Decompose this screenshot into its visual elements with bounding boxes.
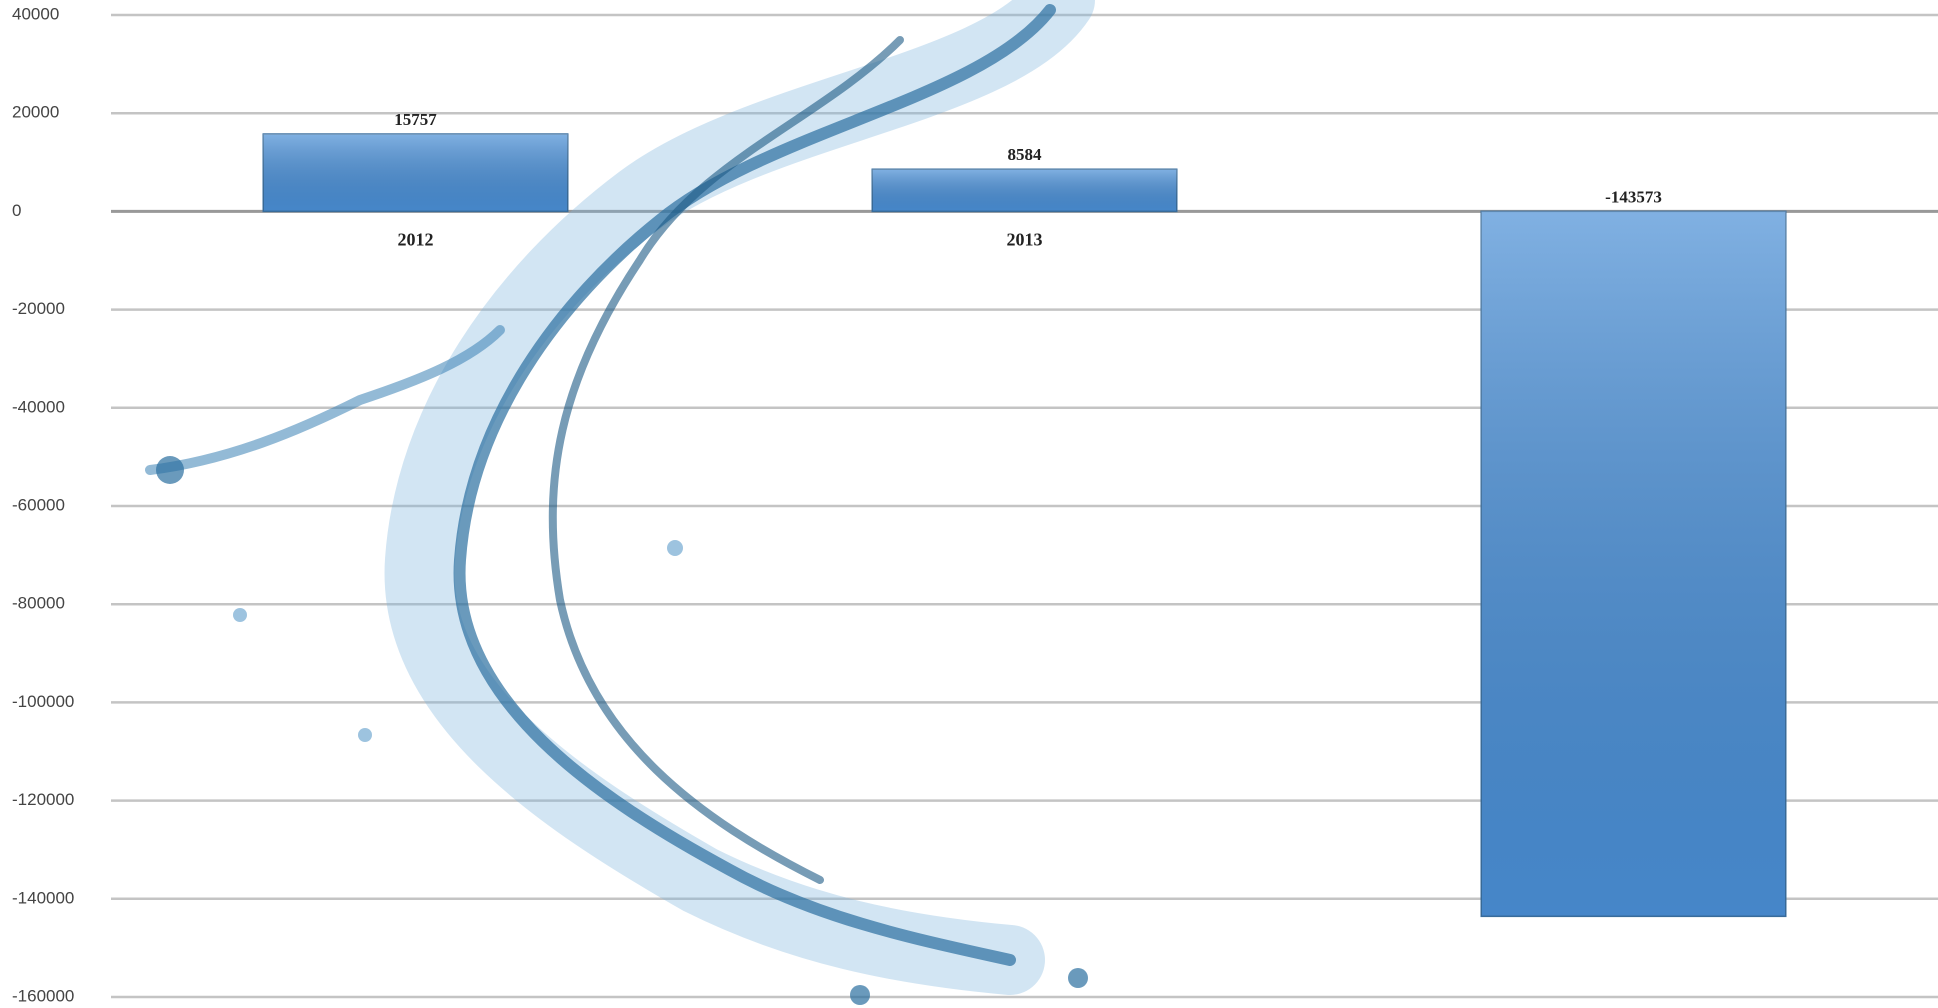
x-tick-label: 2012 xyxy=(398,230,434,250)
y-tick-label: -20000 xyxy=(12,299,65,318)
y-tick-label: 40000 xyxy=(12,4,59,23)
value-label: -143573 xyxy=(1605,187,1662,206)
y-tick-label: -80000 xyxy=(12,594,65,613)
y-tick-label: -60000 xyxy=(12,495,65,514)
bar-shade xyxy=(263,134,568,212)
value-label: 8584 xyxy=(1008,145,1043,164)
bar-shade xyxy=(872,169,1177,212)
y-tick-label: -120000 xyxy=(12,790,74,809)
y-tick-label: -140000 xyxy=(12,888,74,907)
y-tick-label: -40000 xyxy=(12,397,65,416)
bar-shade xyxy=(1481,211,1786,917)
water-splash xyxy=(145,0,1095,1005)
y-tick-label: 20000 xyxy=(12,103,59,122)
y-tick-label: -160000 xyxy=(12,986,74,1005)
bars: 2012 15757 2013 8584 -143573 xyxy=(262,110,1787,918)
value-label: 15757 xyxy=(394,110,437,129)
y-tick-label: -100000 xyxy=(12,692,74,711)
x-tick-label: 2013 xyxy=(1007,230,1043,250)
y-tick-label: 0 xyxy=(12,201,21,220)
